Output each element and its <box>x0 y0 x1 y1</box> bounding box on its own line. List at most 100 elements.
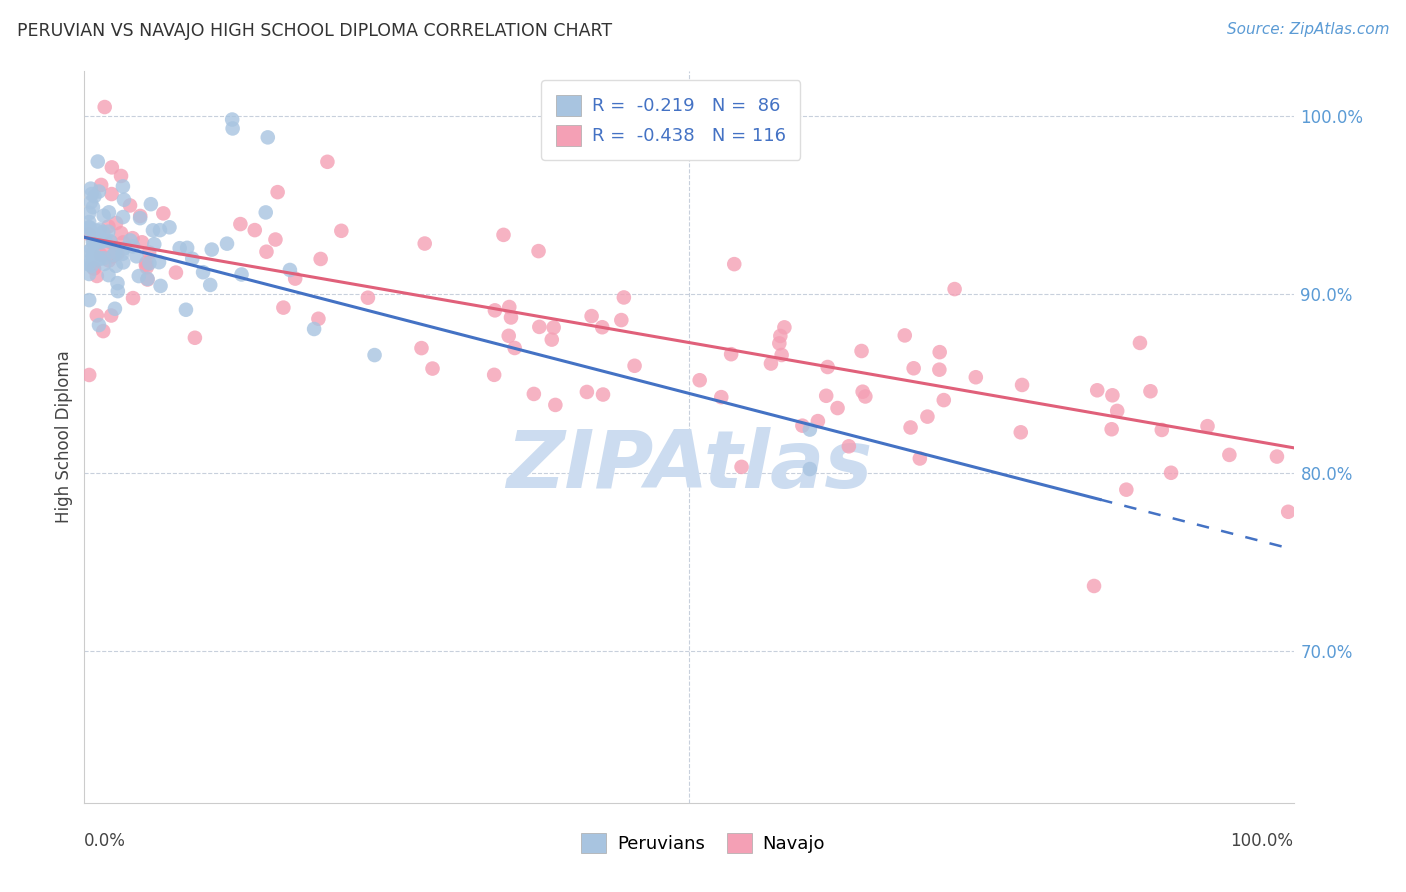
Point <box>184 331 207 345</box>
Point <box>413 236 436 251</box>
Point <box>852 384 875 399</box>
Point <box>908 451 931 466</box>
Point <box>1139 384 1161 399</box>
Point <box>80 181 103 195</box>
Point <box>720 347 742 361</box>
Point <box>110 226 132 240</box>
Text: 100.0%: 100.0% <box>1230 832 1294 850</box>
Point <box>77 220 100 235</box>
Point <box>82 249 104 263</box>
Point <box>104 259 127 273</box>
Point <box>101 161 124 175</box>
Point <box>136 272 159 286</box>
Point <box>1011 378 1033 392</box>
Point <box>928 345 950 359</box>
Point <box>82 200 104 214</box>
Point <box>125 249 148 263</box>
Point <box>79 254 101 268</box>
Point <box>853 389 876 403</box>
Point <box>159 220 181 235</box>
Point <box>77 206 100 220</box>
Point <box>543 320 565 334</box>
Point <box>932 393 955 408</box>
Point <box>100 309 122 323</box>
Point <box>792 418 814 433</box>
Point <box>176 241 198 255</box>
Point <box>827 401 849 415</box>
Point <box>1129 335 1152 350</box>
Point <box>181 252 204 266</box>
Point <box>807 414 830 428</box>
Point <box>83 229 105 244</box>
Point <box>723 257 745 271</box>
Point <box>87 318 110 332</box>
Point <box>174 302 197 317</box>
Point <box>191 265 214 279</box>
Point <box>93 209 115 223</box>
Point <box>917 409 939 424</box>
Point <box>243 223 266 237</box>
Point <box>97 268 120 282</box>
Point <box>851 344 873 359</box>
Point <box>759 357 782 371</box>
Point <box>411 341 433 355</box>
Point <box>83 189 105 203</box>
Legend: R =  -0.219   N =  86, R =  -0.438   N = 116: R = -0.219 N = 86, R = -0.438 N = 116 <box>541 80 800 160</box>
Point <box>112 255 135 269</box>
Point <box>83 235 105 249</box>
Point <box>689 373 711 387</box>
Point <box>610 313 633 327</box>
Point <box>544 398 567 412</box>
Point <box>284 271 307 285</box>
Point <box>256 130 278 145</box>
Point <box>87 252 110 266</box>
Point <box>86 268 108 283</box>
Point <box>363 348 385 362</box>
Point <box>120 234 142 248</box>
Point <box>965 370 987 384</box>
Text: PERUVIAN VS NAVAJO HIGH SCHOOL DIPLOMA CORRELATION CHART: PERUVIAN VS NAVAJO HIGH SCHOOL DIPLOMA C… <box>17 22 612 40</box>
Point <box>128 268 150 283</box>
Point <box>165 266 187 280</box>
Point <box>97 205 120 219</box>
Text: ZIPAtlas: ZIPAtlas <box>506 427 872 506</box>
Point <box>529 319 551 334</box>
Point <box>169 241 191 255</box>
Point <box>89 234 111 248</box>
Point <box>77 244 100 258</box>
Point <box>112 193 135 207</box>
Point <box>592 387 614 401</box>
Point <box>97 219 120 234</box>
Point <box>815 389 838 403</box>
Point <box>138 245 160 260</box>
Point <box>136 272 159 286</box>
Point <box>111 210 134 224</box>
Point <box>591 320 613 334</box>
Point <box>100 187 122 202</box>
Point <box>82 235 104 249</box>
Point <box>97 253 120 268</box>
Point <box>80 259 103 273</box>
Point <box>77 267 100 281</box>
Point <box>623 359 645 373</box>
Point <box>710 390 733 404</box>
Point <box>527 244 550 259</box>
Point <box>107 276 129 290</box>
Point <box>316 154 339 169</box>
Point <box>1265 450 1288 464</box>
Point <box>893 328 915 343</box>
Point <box>91 324 114 338</box>
Point <box>484 303 506 318</box>
Point <box>773 320 796 334</box>
Point <box>83 261 105 276</box>
Point <box>1085 384 1108 398</box>
Point <box>817 359 839 374</box>
Point <box>1277 505 1299 519</box>
Point <box>1115 483 1137 497</box>
Point <box>1150 423 1173 437</box>
Point <box>943 282 966 296</box>
Point <box>77 223 100 237</box>
Point <box>98 234 121 248</box>
Point <box>1010 425 1032 440</box>
Point <box>1160 466 1182 480</box>
